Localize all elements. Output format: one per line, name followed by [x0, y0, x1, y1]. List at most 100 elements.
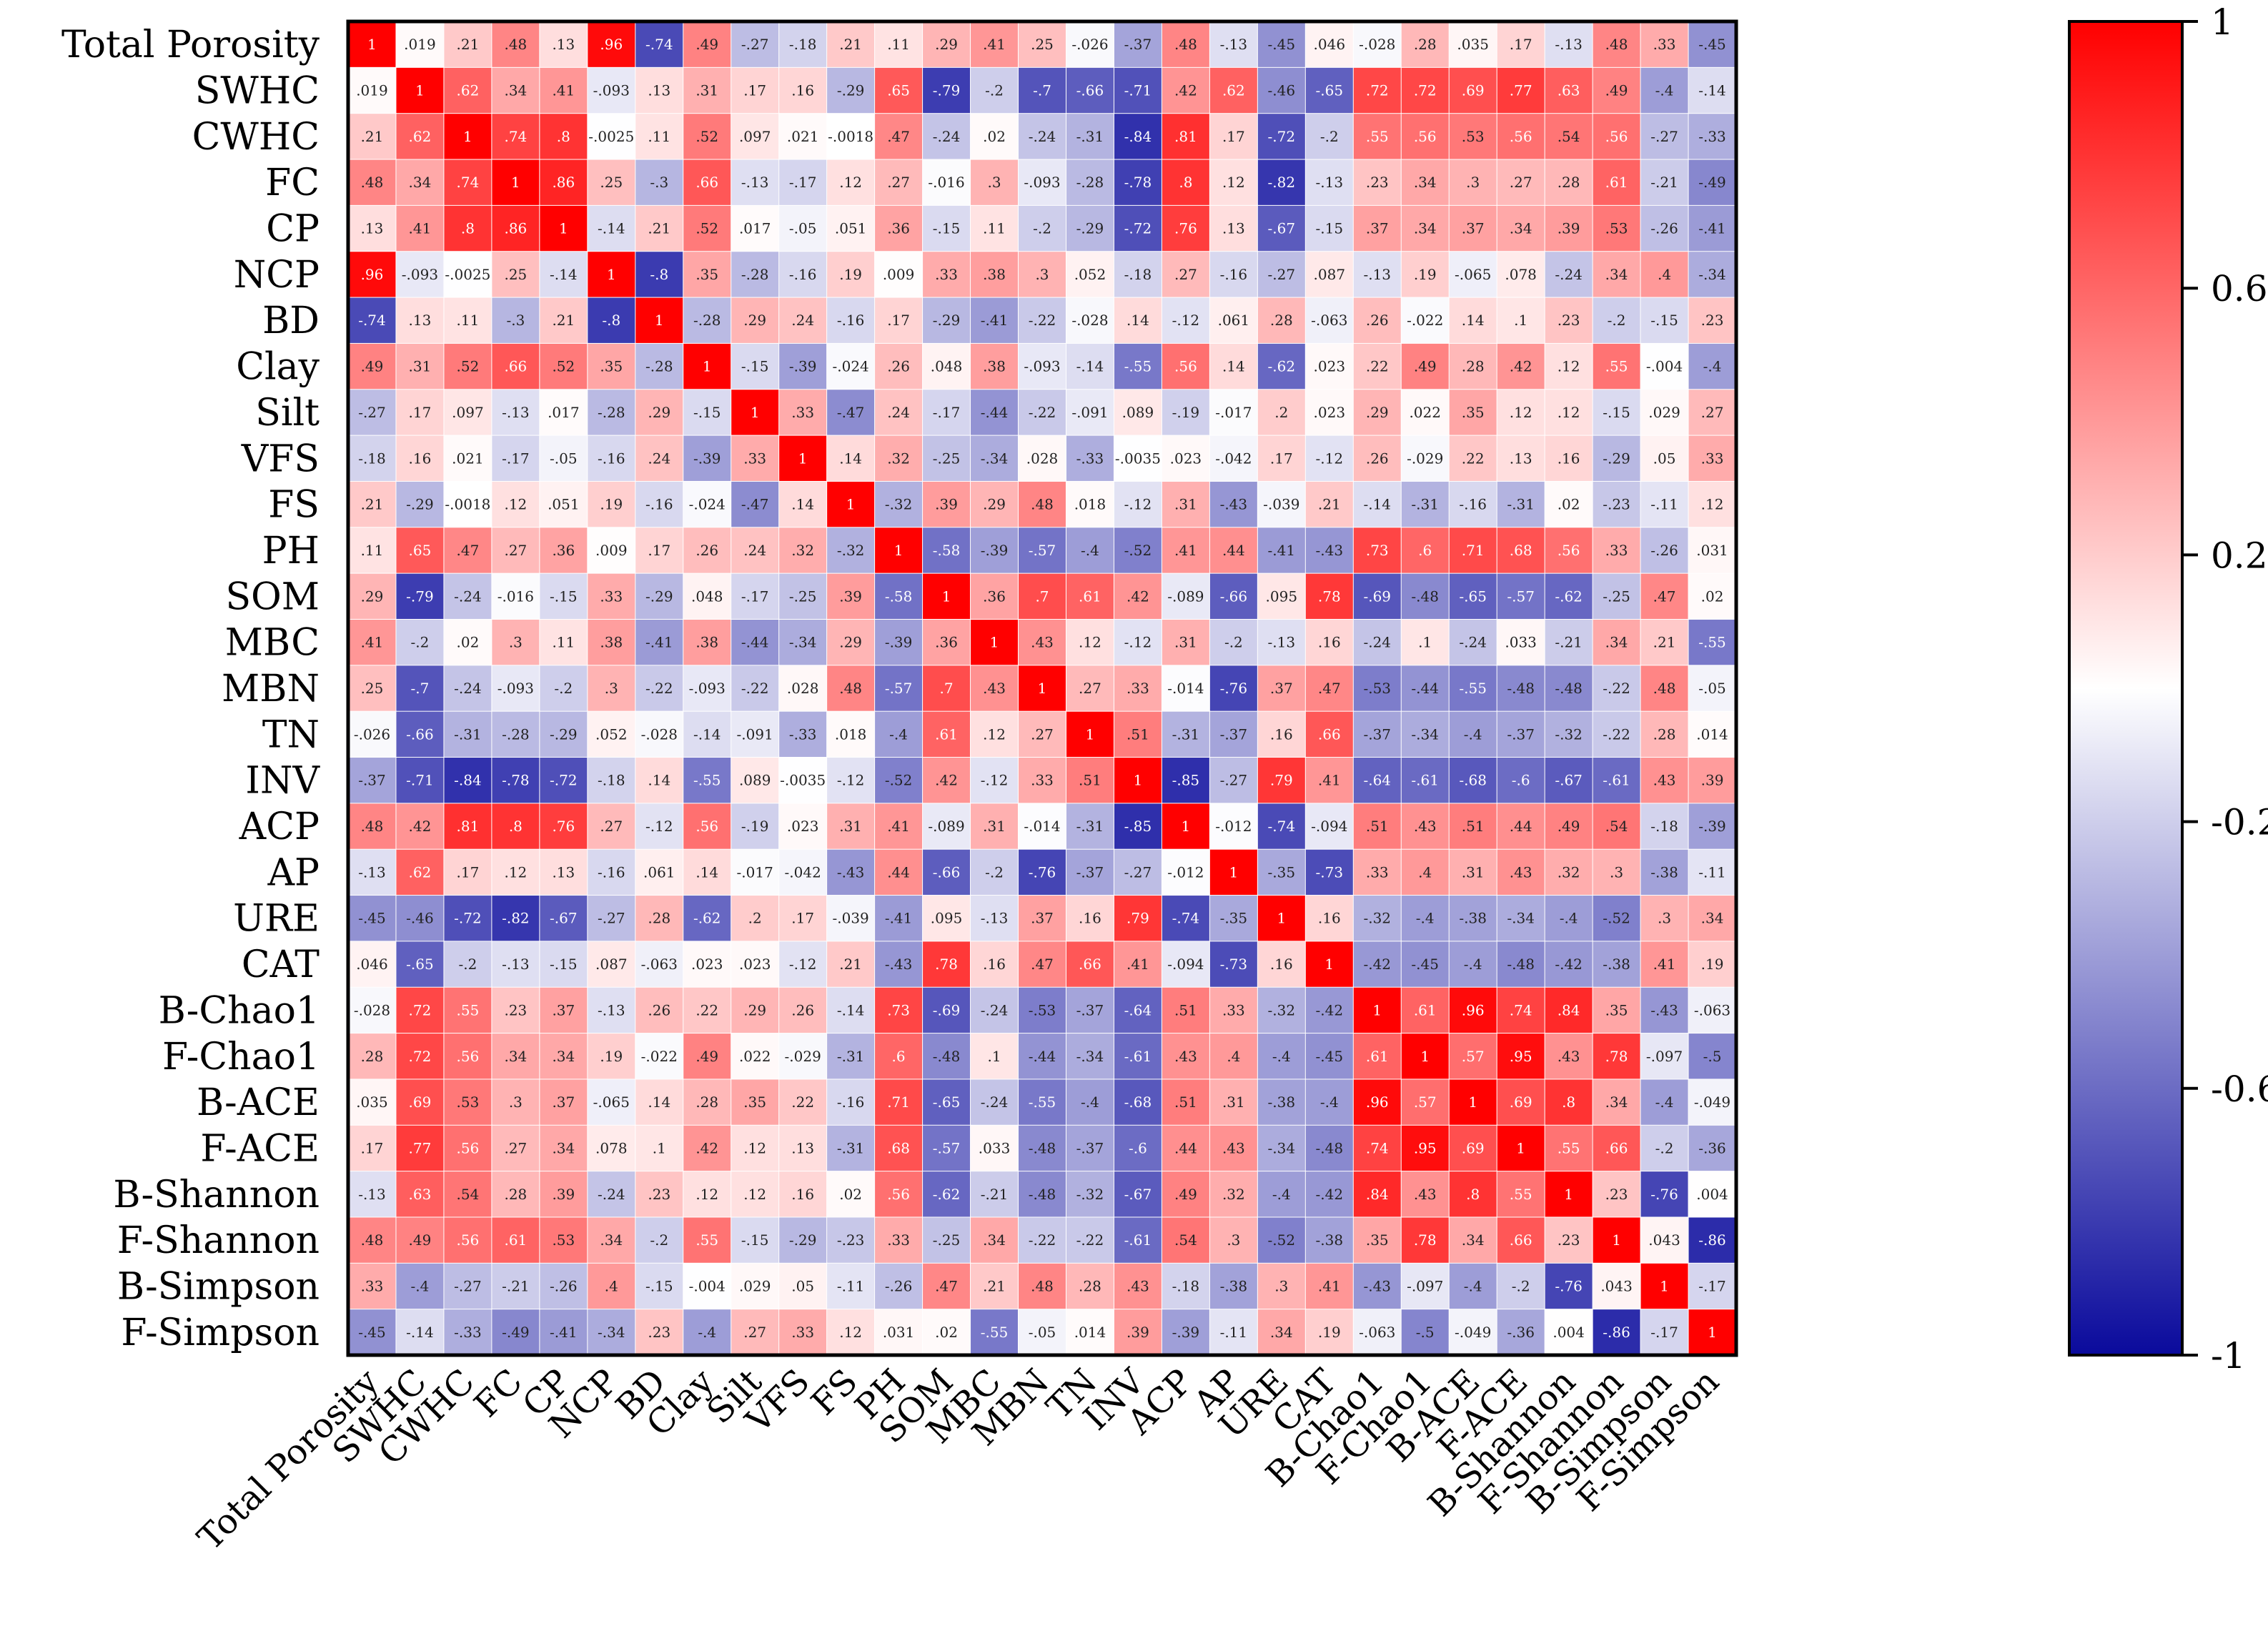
cell-value-label: .33 — [600, 587, 623, 605]
heatmap-cell — [1018, 941, 1067, 988]
cell-value-label: .51 — [1079, 772, 1101, 789]
cell-value-label: .43 — [1031, 634, 1054, 651]
heatmap-cell — [922, 895, 971, 942]
cell-value-label: -.29 — [933, 312, 961, 329]
cell-value-label: -.37 — [1076, 863, 1104, 881]
cell-value-label: -.28 — [598, 404, 625, 421]
heatmap-cell — [1065, 757, 1115, 804]
heatmap-cell — [1688, 1309, 1738, 1357]
heatmap-cell — [1544, 618, 1594, 666]
cell-value-label: .051 — [835, 220, 867, 237]
heatmap-cell — [635, 1079, 684, 1126]
cell-value-label: .4 — [1418, 863, 1432, 881]
heatmap-cell — [1592, 1216, 1642, 1264]
heatmap-cell — [1304, 527, 1355, 575]
cell-value-label: -.32 — [1268, 1001, 1296, 1018]
heatmap-cell — [1688, 1124, 1738, 1172]
cell-value-label: -.14 — [550, 266, 578, 283]
cell-value-label: .21 — [361, 128, 384, 145]
heatmap-cell — [922, 757, 971, 804]
cell-value-label: .14 — [791, 496, 814, 513]
cell-value-label: .33 — [791, 404, 814, 421]
cell-value-label: -.37 — [1076, 1001, 1104, 1018]
heatmap-cell — [1400, 159, 1450, 207]
cell-value-label: -.22 — [1029, 1231, 1056, 1249]
heatmap-cell — [347, 159, 397, 207]
cell-value-label: -.22 — [645, 680, 673, 697]
cell-value-label: -.12 — [981, 772, 1009, 789]
cell-value-label: -.049 — [1694, 1094, 1730, 1111]
heatmap-cell — [1352, 710, 1402, 758]
heatmap-cell — [1688, 1171, 1738, 1219]
cell-value-label: .23 — [504, 1001, 527, 1018]
cell-value-label: -.44 — [981, 404, 1009, 421]
cell-value-label: .018 — [1074, 496, 1106, 513]
row-label: FS — [268, 484, 320, 527]
cell-value-label: -.41 — [1698, 220, 1726, 237]
cell-value-label: -.042 — [1215, 450, 1252, 467]
heatmap-cell — [874, 941, 923, 988]
heatmap-cell — [874, 527, 923, 575]
cell-value-label: .048 — [691, 587, 723, 605]
cell-value-label: .14 — [1126, 312, 1149, 329]
heatmap-cell — [922, 1216, 971, 1264]
cell-value-label: -.23 — [1603, 496, 1630, 513]
cell-value-label: 1 — [1468, 1094, 1477, 1111]
cell-value-label: -.24 — [933, 128, 961, 145]
heatmap-cell — [1209, 1171, 1259, 1219]
heatmap-cell — [443, 757, 492, 804]
cell-value-label: .28 — [1270, 312, 1293, 329]
heatmap-cell — [539, 204, 588, 252]
cell-value-label: .34 — [983, 1231, 1006, 1249]
heatmap-cell — [922, 1124, 971, 1172]
cell-value-label: .33 — [935, 266, 958, 283]
heatmap-cell — [1113, 251, 1163, 299]
heatmap-cell — [1209, 1079, 1259, 1126]
cell-value-label: .72 — [409, 1048, 432, 1065]
cell-value-label: .029 — [739, 1277, 771, 1294]
cell-value-label: .43 — [1414, 1186, 1437, 1203]
heatmap-cell — [587, 803, 636, 851]
heatmap-cell — [1640, 1309, 1690, 1357]
heatmap-cell — [778, 1033, 828, 1081]
cell-value-label: .34 — [600, 1231, 623, 1249]
cell-value-label: -.66 — [1076, 82, 1104, 99]
cell-value-label: .48 — [361, 818, 384, 835]
row-label: SOM — [226, 575, 320, 618]
cell-value-label: -.8 — [650, 266, 668, 283]
cell-value-label: -.2 — [1320, 128, 1339, 145]
cell-value-label: .004 — [1553, 1324, 1585, 1341]
cell-value-label: -.24 — [981, 1001, 1009, 1018]
heatmap-cell — [395, 66, 445, 114]
heatmap-cell — [491, 1309, 540, 1357]
heatmap-cell — [539, 895, 588, 942]
heatmap-cell — [1640, 1171, 1690, 1219]
heatmap-cell — [1352, 204, 1402, 252]
heatmap-cell — [347, 803, 397, 851]
cell-value-label: .56 — [1605, 128, 1628, 145]
cell-value-label: -.39 — [789, 358, 817, 375]
cell-value-label: -.15 — [550, 587, 578, 605]
cell-value-label: -.47 — [741, 496, 769, 513]
cell-value-label: -.16 — [789, 266, 817, 283]
heatmap-cell — [443, 113, 492, 161]
cell-value-label: .046 — [356, 956, 388, 973]
cell-value-label: -.18 — [1650, 818, 1678, 835]
heatmap-cells — [347, 21, 1738, 1357]
cell-value-label: -.026 — [354, 725, 390, 743]
heatmap-cell — [395, 251, 445, 299]
cell-value-label: .56 — [1510, 128, 1532, 145]
heatmap-cell — [1592, 941, 1642, 988]
heatmap-cell — [1592, 848, 1642, 896]
cell-value-label: .4 — [1658, 266, 1671, 283]
heatmap-cell — [1352, 480, 1402, 528]
cell-value-label: -.41 — [885, 910, 913, 927]
heatmap-cell — [1257, 986, 1307, 1034]
heatmap-cell — [347, 480, 397, 528]
cell-value-label: -.76 — [1555, 1277, 1583, 1294]
heatmap-cell — [491, 1033, 540, 1081]
heatmap-cell — [826, 1124, 876, 1172]
cell-value-label: 1 — [1038, 680, 1047, 697]
cell-value-label: -.43 — [1316, 542, 1344, 559]
cell-value-label: -.097 — [1646, 1048, 1683, 1065]
